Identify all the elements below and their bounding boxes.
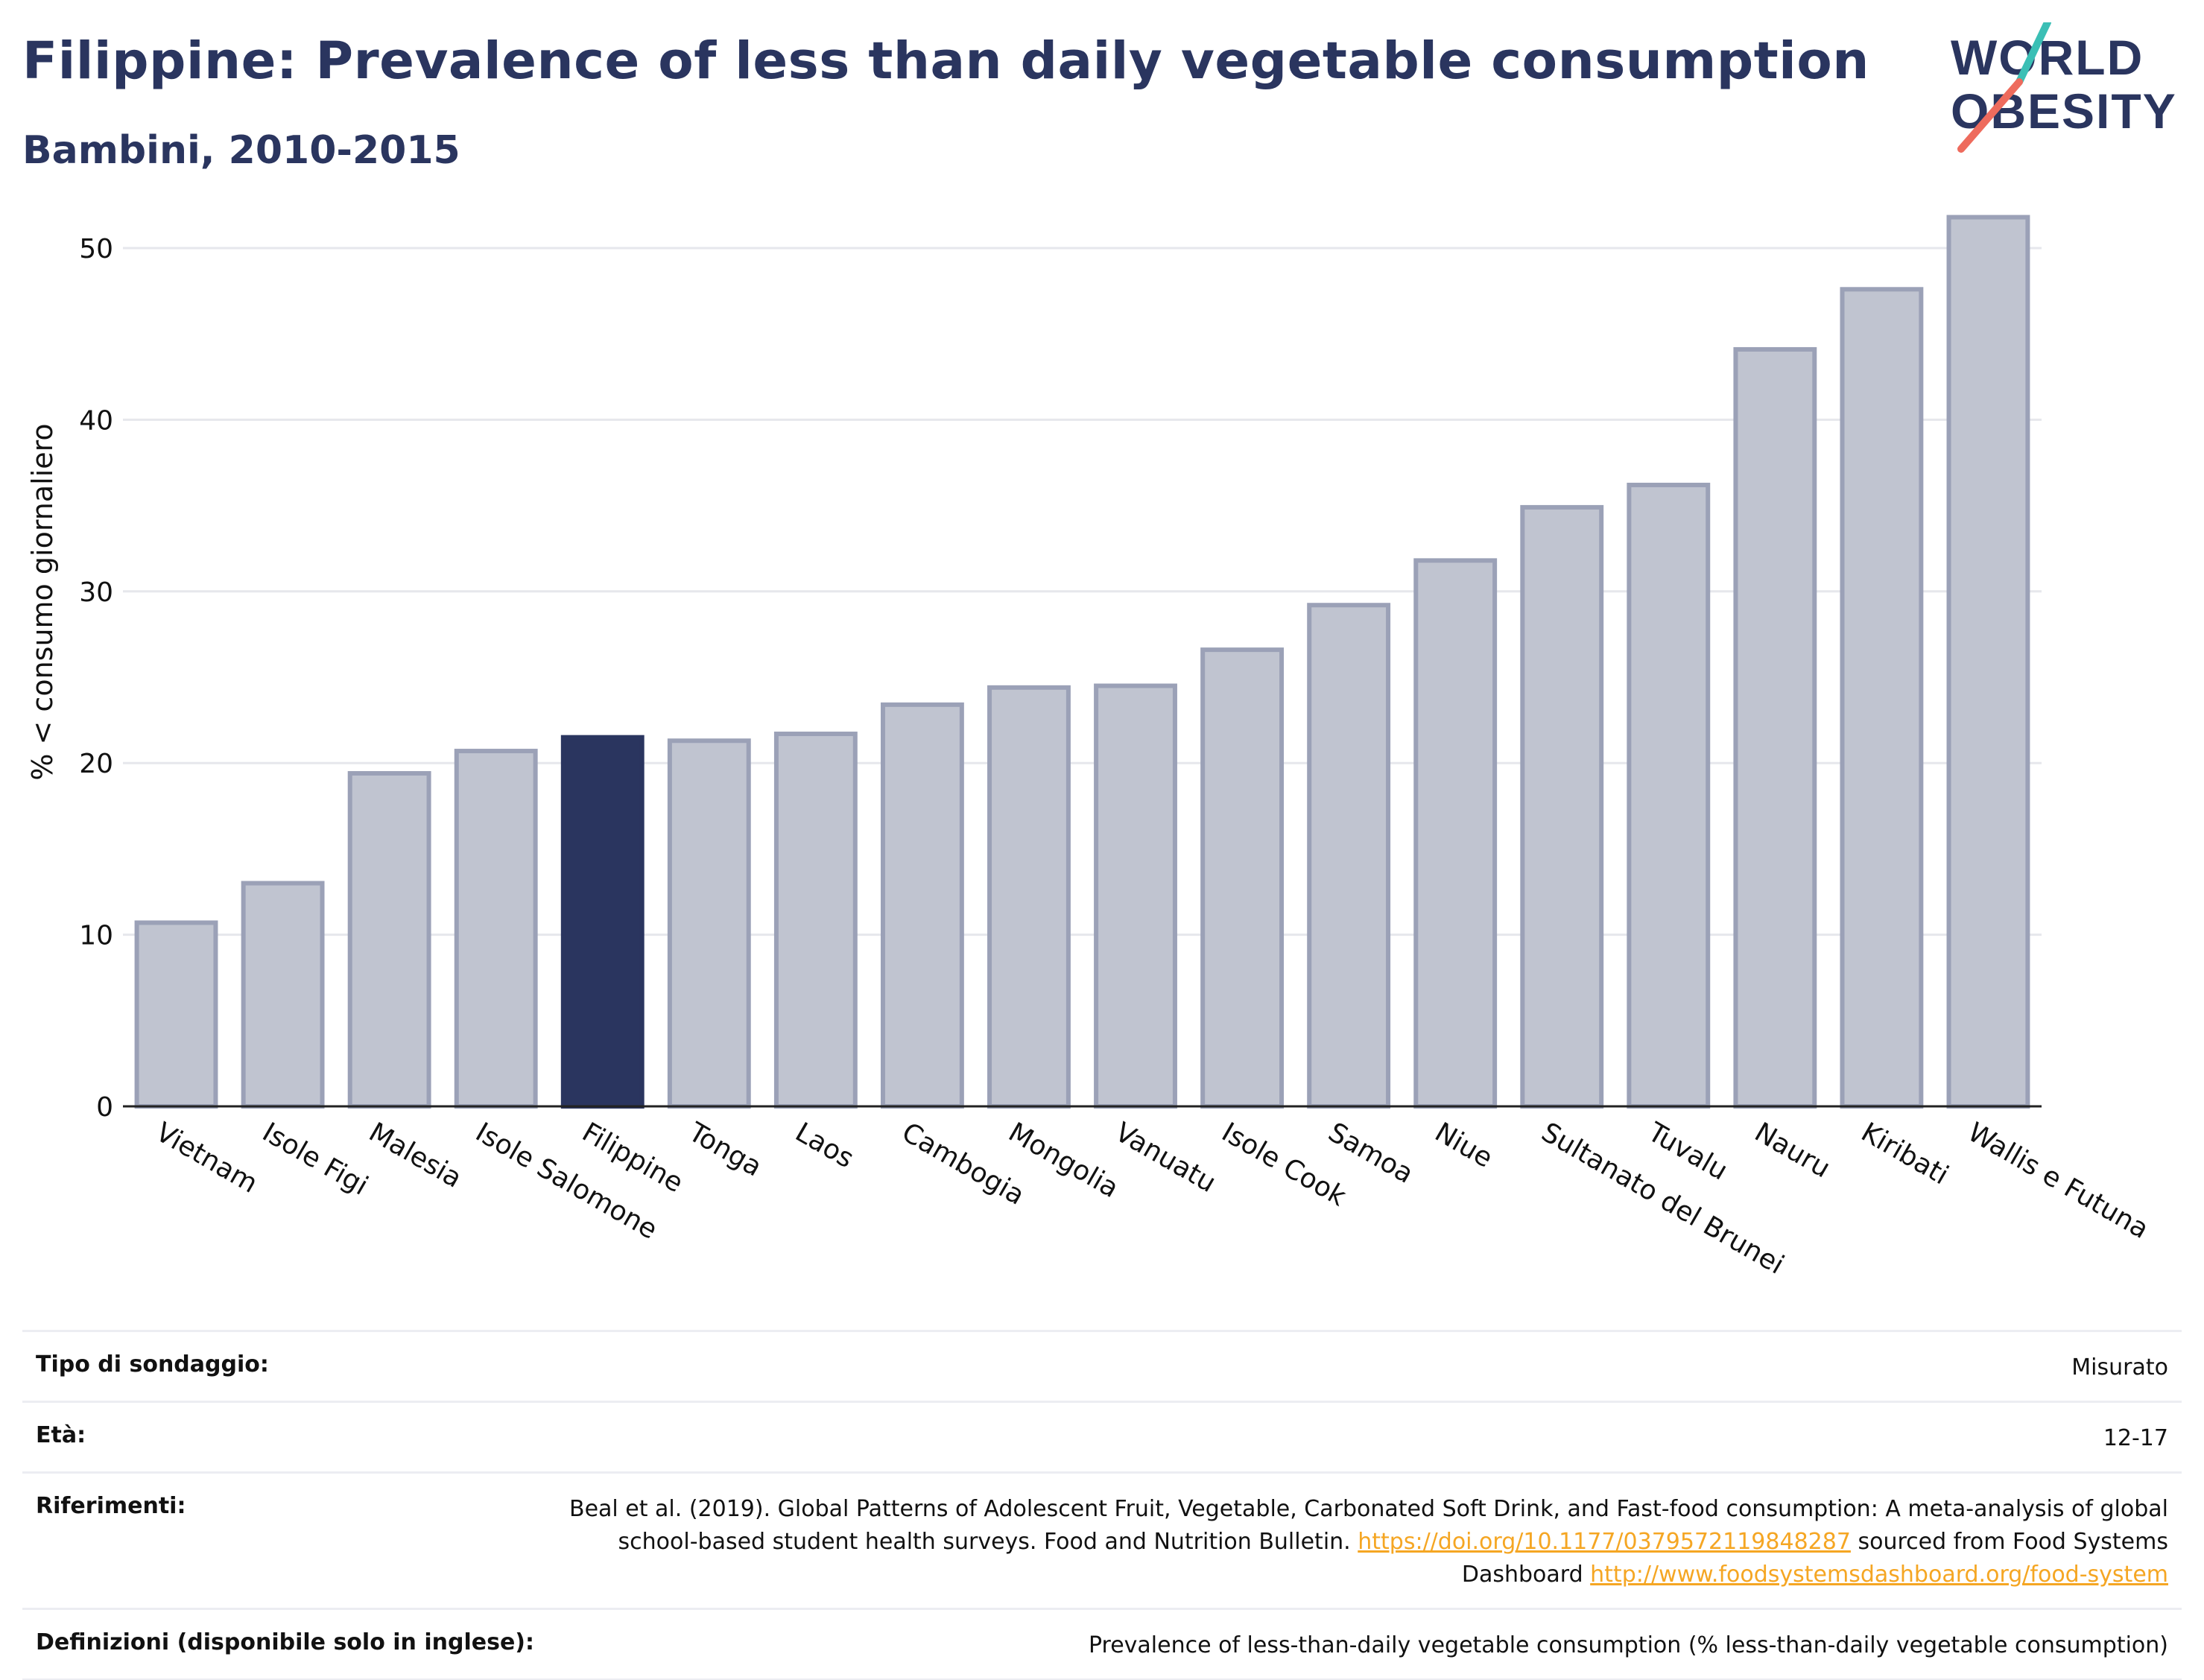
bar-sultanato-del-brunei bbox=[1520, 504, 1604, 1109]
bar-tuvalu bbox=[1627, 482, 1711, 1109]
x-tick-label: Malesia bbox=[364, 1117, 466, 1194]
x-tick-label: Niue bbox=[1430, 1117, 1498, 1173]
x-tick-label: Isole Figi bbox=[257, 1117, 373, 1201]
bars bbox=[134, 215, 2030, 1109]
bar-kiribati bbox=[1840, 287, 1924, 1109]
world-obesity-logo: WORLD OBESITY bbox=[1951, 22, 2177, 153]
logo-word-2: OBESITY bbox=[1951, 83, 2177, 139]
page-subtitle: Bambini, 2010-2015 bbox=[22, 128, 460, 173]
x-tick-label: Kiribati bbox=[1856, 1117, 1954, 1191]
reference-text-2: sourced from Food Systems Dashboard bbox=[1461, 1529, 2168, 1588]
age-row: Età: 12-17 bbox=[22, 1401, 2182, 1471]
y-tick-label: 50 bbox=[79, 234, 113, 264]
bar-isole-salomone bbox=[454, 749, 538, 1109]
bar-mongolia bbox=[987, 685, 1071, 1109]
gridlines bbox=[123, 247, 2042, 936]
y-tick-label: 20 bbox=[79, 749, 113, 779]
x-tick-label: Laos bbox=[790, 1117, 858, 1174]
y-tick-label: 10 bbox=[79, 921, 113, 951]
survey-type-label: Tipo di sondaggio: bbox=[36, 1351, 269, 1378]
x-tick-label: Tonga bbox=[683, 1117, 767, 1183]
y-tick-label: 40 bbox=[79, 405, 113, 436]
x-tick-label: Nauru bbox=[1749, 1117, 1835, 1184]
bar-niue bbox=[1413, 558, 1498, 1109]
y-axis-label: % < consumo giornaliero bbox=[26, 423, 59, 780]
logo-slash-coral bbox=[1957, 78, 2023, 153]
doi-link[interactable]: https://doi.org/10.1177/0379572119848287 bbox=[1358, 1529, 1851, 1555]
survey-type-row: Tipo di sondaggio: Misurato bbox=[22, 1330, 2182, 1401]
bar-cambogia bbox=[880, 702, 964, 1109]
definitions-label: Definizioni (disponibile solo in inglese… bbox=[36, 1629, 534, 1655]
x-tick-label: Isole Salomone bbox=[470, 1117, 662, 1246]
bar-filippine bbox=[560, 735, 645, 1109]
x-tick-label: Tuvalu bbox=[1642, 1117, 1732, 1187]
x-tick-label: Vanuatu bbox=[1110, 1117, 1221, 1199]
food-systems-dashboard-link[interactable]: http://www.foodsystemsdashboard.org/food… bbox=[1590, 1562, 2168, 1588]
reference-text-1: Beal et al. (2019). Global Patterns of A… bbox=[569, 1496, 2168, 1555]
definitions-value: Prevalence of less-than-daily vegetable … bbox=[1088, 1632, 2168, 1658]
info-table: Tipo di sondaggio: Misurato Età: 12-17 R… bbox=[22, 1330, 2182, 1680]
definitions-row: Definizioni (disponibile solo in inglese… bbox=[22, 1608, 2182, 1680]
bar-wallis-e-futuna bbox=[1946, 215, 2030, 1109]
references-value: Beal et al. (2019). Global Patterns of A… bbox=[544, 1493, 2168, 1591]
bar-laos bbox=[773, 732, 858, 1109]
logo-word-1: WORLD bbox=[1951, 30, 2144, 85]
bar-samoa bbox=[1307, 603, 1391, 1109]
bar-nauru bbox=[1733, 346, 1817, 1109]
y-tick-labels: 0 10 20 30 40 50 bbox=[79, 234, 113, 1123]
bar-malesia bbox=[347, 771, 431, 1109]
survey-type-value: Misurato bbox=[2071, 1354, 2168, 1381]
references-label: Riferimenti: bbox=[36, 1493, 186, 1519]
y-tick-label: 30 bbox=[79, 577, 113, 608]
x-tick-label: Cambogia bbox=[896, 1117, 1029, 1211]
references-row: Riferimenti: Beal et al. (2019). Global … bbox=[22, 1471, 2182, 1608]
logo-slash-teal bbox=[2015, 22, 2051, 86]
page-title: Filippine: Prevalence of less than daily… bbox=[22, 31, 1869, 91]
bar-vietnam bbox=[134, 920, 218, 1109]
bar-isole-cook bbox=[1200, 647, 1285, 1109]
y-tick-label: 0 bbox=[96, 1092, 113, 1123]
bar-isole-figi bbox=[241, 881, 325, 1109]
x-tick-label: Wallis e Futuna bbox=[1963, 1117, 2154, 1245]
age-value: 12-17 bbox=[2103, 1425, 2168, 1451]
bar-tonga bbox=[667, 738, 751, 1109]
x-tick-label: Vietnam bbox=[151, 1117, 262, 1199]
bar-vanuatu bbox=[1094, 683, 1177, 1109]
age-label: Età: bbox=[36, 1422, 86, 1448]
